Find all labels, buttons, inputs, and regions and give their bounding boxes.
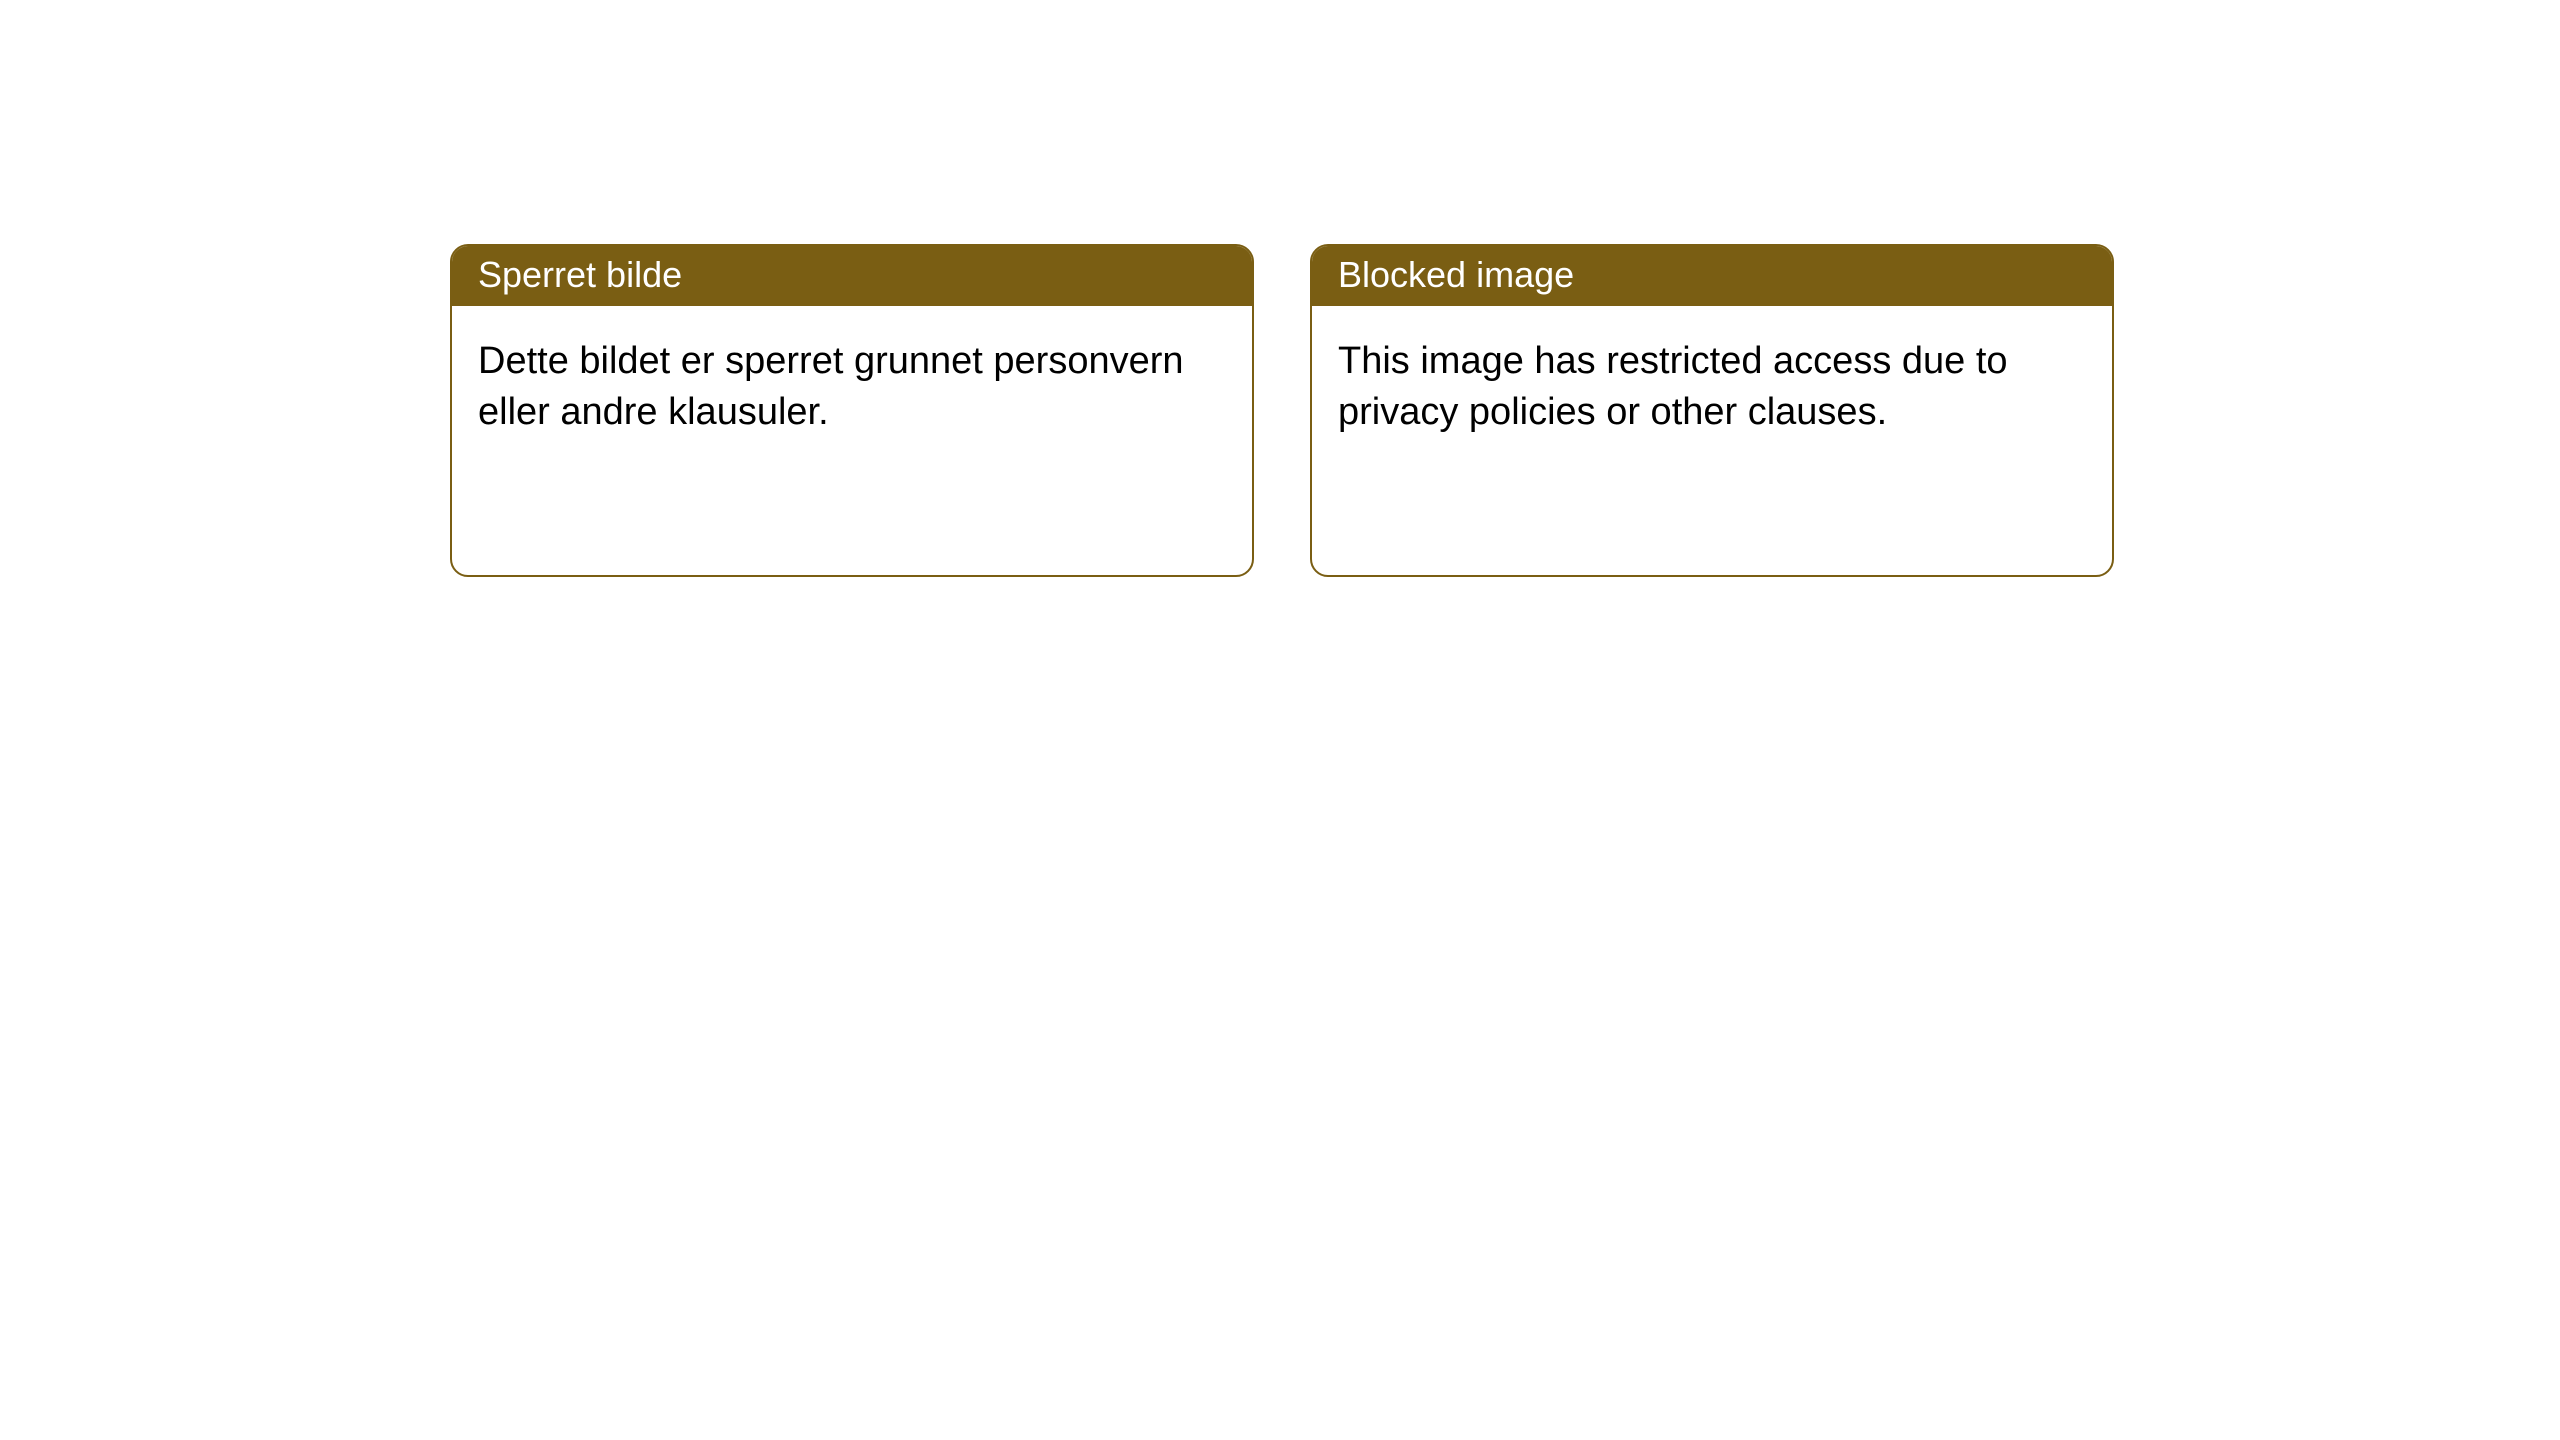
notice-text-en: This image has restricted access due to … xyxy=(1338,340,2008,433)
notice-body-en: This image has restricted access due to … xyxy=(1312,306,2112,459)
notice-header-en: Blocked image xyxy=(1312,246,2112,306)
notice-container: Sperret bilde Dette bildet er sperret gr… xyxy=(0,0,2560,577)
notice-header-no: Sperret bilde xyxy=(452,246,1252,306)
notice-text-no: Dette bildet er sperret grunnet personve… xyxy=(478,340,1184,433)
notice-title-no: Sperret bilde xyxy=(478,254,682,295)
notice-body-no: Dette bildet er sperret grunnet personve… xyxy=(452,306,1252,459)
notice-title-en: Blocked image xyxy=(1338,254,1574,295)
notice-card-en: Blocked image This image has restricted … xyxy=(1310,244,2114,577)
notice-card-no: Sperret bilde Dette bildet er sperret gr… xyxy=(450,244,1254,577)
